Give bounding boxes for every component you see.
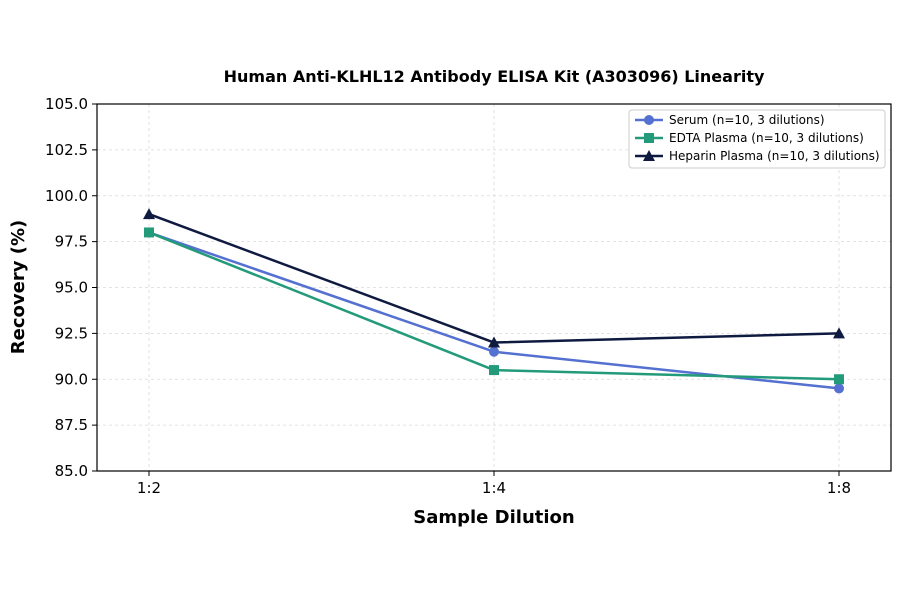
x-axis-label: Sample Dilution: [413, 507, 574, 528]
chart-title: Human Anti-KLHL12 Antibody ELISA Kit (A3…: [224, 67, 765, 86]
data-point: [489, 365, 499, 376]
data-point: [833, 327, 845, 339]
y-tick-label: 87.5: [55, 416, 88, 434]
data-point: [143, 208, 155, 220]
legend-item: Heparin Plasma (n=10, 3 dilutions): [635, 149, 880, 163]
series-2: [143, 208, 845, 348]
series-1: [144, 227, 844, 385]
legend-marker: [644, 133, 654, 143]
x-axis-ticks: 1:2 1:4 1:8: [137, 471, 851, 497]
x-tick-label: 1:8: [827, 479, 851, 497]
data-point: [488, 336, 500, 348]
series-group: [143, 208, 845, 394]
data-point: [144, 227, 154, 238]
y-tick-label: 95.0: [55, 279, 88, 297]
y-tick-label: 100.0: [45, 187, 88, 205]
legend-box: [628, 109, 886, 169]
legend-item: EDTA Plasma (n=10, 3 dilutions): [635, 131, 864, 145]
legend-marker: [644, 115, 654, 125]
y-tick-label: 105.0: [45, 95, 88, 113]
y-tick-label: 97.5: [55, 233, 88, 251]
legend-marker: [643, 150, 655, 161]
y-axis-label: Recovery (%): [8, 220, 29, 354]
legend: Serum (n=10, 3 dilutions) EDTA Plasma (n=…: [628, 109, 886, 169]
y-axis-ticks: 85.0 87.5 90.0 92.5 95.0 97.5 100.0 102.5 105.0: [45, 95, 97, 480]
data-point: [834, 383, 844, 394]
data-point: [489, 346, 499, 357]
x-tick-label: 1:2: [137, 479, 161, 497]
y-tick-label: 90.0: [55, 370, 88, 388]
y-tick-label: 102.5: [45, 141, 88, 159]
legend-item: Serum (n=10, 3 dilutions): [635, 113, 825, 127]
y-tick-label: 92.5: [55, 324, 88, 342]
legend-label: Heparin Plasma (n=10, 3 dilutions): [669, 149, 880, 163]
data-point: [834, 374, 844, 385]
legend-label: Serum (n=10, 3 dilutions): [669, 113, 825, 127]
legend-label: EDTA Plasma (n=10, 3 dilutions): [669, 131, 864, 145]
y-tick-label: 85.0: [55, 462, 88, 480]
x-tick-label: 1:4: [482, 479, 506, 497]
